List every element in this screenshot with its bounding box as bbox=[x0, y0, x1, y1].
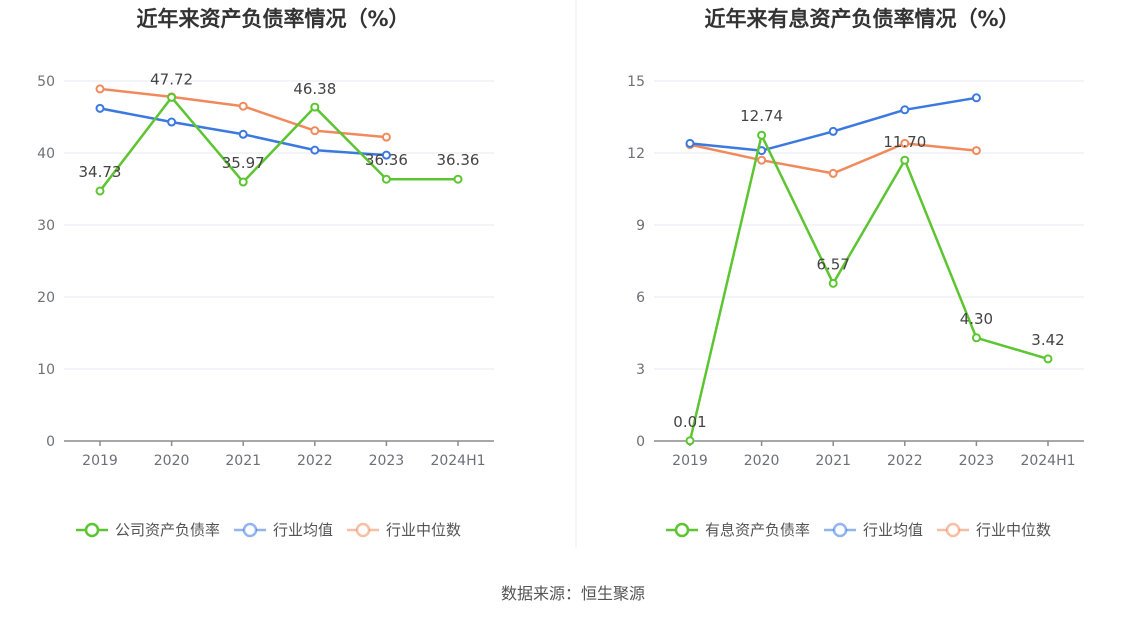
data-point bbox=[971, 146, 981, 156]
y-tick-label: 0 bbox=[636, 434, 645, 450]
data-label: 6.57 bbox=[816, 255, 849, 273]
series-line bbox=[688, 133, 1049, 442]
data-point bbox=[900, 138, 910, 148]
y-tick-label: 15 bbox=[627, 74, 645, 90]
data-label: 12.74 bbox=[740, 107, 783, 125]
series-line bbox=[99, 96, 458, 192]
y-tick-label: 6 bbox=[636, 290, 645, 306]
legend-label[interactable]: 行业中位数 bbox=[386, 521, 461, 539]
data-label: 11.70 bbox=[883, 133, 926, 151]
legend-marker[interactable] bbox=[832, 522, 848, 538]
y-tick-label: 3 bbox=[636, 362, 645, 378]
data-point bbox=[1043, 354, 1053, 364]
x-tick-label: 2023 bbox=[369, 453, 405, 469]
y-tick-label: 30 bbox=[37, 218, 55, 234]
legend-marker[interactable] bbox=[355, 522, 371, 538]
data-point bbox=[238, 177, 248, 187]
data-label: 4.30 bbox=[960, 310, 993, 328]
data-point bbox=[238, 129, 248, 139]
x-tick-label: 2021 bbox=[815, 453, 851, 469]
data-point bbox=[757, 130, 767, 140]
legend-label[interactable]: 公司资产负债率 bbox=[115, 521, 220, 539]
data-point bbox=[900, 155, 910, 165]
data-point bbox=[900, 105, 910, 115]
source-text: 数据来源：恒生聚源 bbox=[501, 584, 645, 603]
x-tick-label: 2020 bbox=[744, 453, 780, 469]
y-tick-label: 10 bbox=[37, 362, 55, 378]
legend-label[interactable]: 有息资产负债率 bbox=[705, 521, 810, 539]
x-tick-label: 2020 bbox=[154, 453, 190, 469]
legend-marker[interactable] bbox=[84, 522, 100, 538]
data-point bbox=[167, 117, 177, 127]
legend-marker[interactable] bbox=[242, 522, 258, 538]
data-point bbox=[238, 101, 248, 111]
data-point bbox=[95, 84, 105, 94]
y-tick-label: 50 bbox=[37, 74, 55, 90]
x-tick-label: 2024H1 bbox=[1020, 453, 1075, 469]
data-point bbox=[310, 145, 320, 155]
data-label: 0.01 bbox=[673, 413, 706, 431]
data-point bbox=[971, 93, 981, 103]
legend-marker[interactable] bbox=[674, 522, 690, 538]
x-tick-label: 2022 bbox=[297, 453, 333, 469]
x-tick-label: 2022 bbox=[887, 453, 923, 469]
data-point bbox=[381, 132, 391, 142]
data-point bbox=[453, 174, 463, 184]
data-point bbox=[381, 150, 391, 160]
chart-title: 近年来资产负债率情况（%） bbox=[136, 7, 409, 31]
legend-label[interactable]: 行业中位数 bbox=[976, 521, 1051, 539]
y-tick-label: 20 bbox=[37, 290, 55, 306]
x-tick-label: 2024H1 bbox=[430, 453, 485, 469]
data-label: 34.73 bbox=[79, 163, 122, 181]
data-point bbox=[971, 333, 981, 343]
data-point bbox=[95, 103, 105, 113]
y-tick-label: 0 bbox=[46, 434, 55, 450]
y-tick-label: 12 bbox=[627, 146, 645, 162]
data-point bbox=[828, 126, 838, 136]
x-tick-label: 2021 bbox=[225, 453, 261, 469]
data-point bbox=[828, 278, 838, 288]
y-tick-label: 40 bbox=[37, 146, 55, 162]
chart-title: 近年来有息资产负债率情况（%） bbox=[704, 7, 1019, 31]
y-tick-label: 9 bbox=[636, 218, 645, 234]
data-label: 35.97 bbox=[222, 154, 265, 172]
data-point bbox=[685, 138, 695, 148]
data-label: 47.72 bbox=[150, 70, 193, 88]
data-point bbox=[685, 436, 695, 446]
data-label: 36.36 bbox=[437, 151, 480, 169]
legend-label[interactable]: 行业均值 bbox=[863, 521, 923, 539]
data-point bbox=[310, 126, 320, 136]
data-point bbox=[95, 186, 105, 196]
series-line bbox=[689, 96, 977, 152]
x-tick-label: 2019 bbox=[82, 453, 118, 469]
x-tick-label: 2019 bbox=[672, 453, 708, 469]
data-point bbox=[167, 92, 177, 102]
legend-label[interactable]: 行业均值 bbox=[273, 521, 333, 539]
legend-marker[interactable] bbox=[945, 522, 961, 538]
data-point bbox=[757, 155, 767, 165]
data-point bbox=[828, 168, 838, 178]
data-label: 36.36 bbox=[365, 151, 408, 169]
data-point bbox=[381, 174, 391, 184]
data-label: 46.38 bbox=[293, 80, 336, 98]
x-tick-label: 2023 bbox=[959, 453, 995, 469]
data-point bbox=[310, 102, 320, 112]
data-label: 3.42 bbox=[1031, 331, 1064, 349]
